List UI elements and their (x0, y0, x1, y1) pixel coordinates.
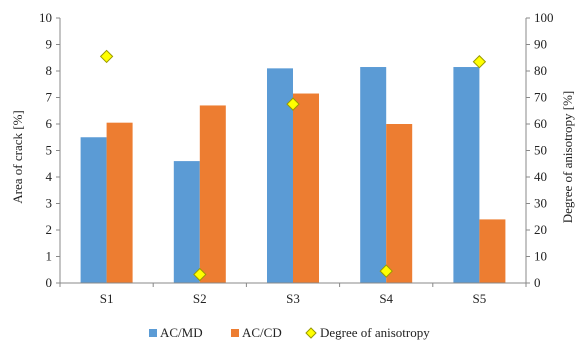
right-tick-label: 20 (534, 222, 547, 237)
left-tick-label: 9 (46, 37, 53, 52)
legend-swatch-ac-cd (231, 329, 239, 337)
right-tick-label: 10 (534, 249, 547, 264)
bar-ac-md (453, 67, 480, 284)
bar-ac-cd (479, 219, 506, 283)
bar-series (80, 67, 506, 284)
bar-ac-cd (293, 93, 319, 284)
marker-series (99, 49, 487, 282)
legend-label-ac-cd: AC/CD (242, 325, 282, 340)
marker-degree-of-anisotropy (99, 49, 114, 64)
category-labels: S1 S2 S3 S4 S5 (59, 283, 527, 306)
left-tick-label: 3 (46, 196, 53, 211)
legend-label-ac-md: AC/MD (160, 325, 203, 340)
bar-ac-cd (106, 122, 133, 283)
y2-axis-title: Degree of anisotropy [%] (560, 91, 575, 223)
marker-degree-of-anisotropy (286, 97, 300, 111)
bar-ac-md (80, 137, 107, 283)
legend-swatch-ac-md (149, 329, 157, 337)
left-tick-label: 2 (46, 222, 53, 237)
marker-degree-of-anisotropy (472, 55, 487, 69)
right-tick-label: 60 (534, 116, 547, 131)
category-label: S2 (193, 291, 207, 306)
right-tick-label: 30 (534, 196, 547, 211)
left-tick-label: 4 (46, 169, 53, 184)
left-tick-label: 1 (46, 249, 53, 264)
marker-degree-of-anisotropy (379, 264, 393, 278)
marker-degree-of-anisotropy (193, 267, 207, 282)
legend-swatch-degree-of-anisotropy (305, 327, 317, 339)
right-axis-ticks: 0 10 20 30 40 50 60 70 80 90 100 (526, 10, 554, 290)
left-axis-ticks: 0 1 2 3 4 5 6 7 8 9 10 (39, 10, 60, 290)
left-tick-label: 6 (46, 116, 53, 131)
bar-ac-md (360, 67, 387, 284)
legend-label-degree-of-anisotropy: Degree of anisotropy (320, 325, 430, 340)
right-tick-label: 80 (534, 63, 547, 78)
category-label: S3 (286, 291, 300, 306)
bar-ac-cd (386, 124, 413, 283)
category-label: S5 (473, 291, 487, 306)
category-label: S1 (100, 291, 114, 306)
category-label: S4 (379, 291, 393, 306)
bar-ac-md (267, 68, 293, 283)
y-axis-title: Area of crack [%] (10, 110, 25, 203)
legend: AC/MD AC/CD Degree of anisotropy (149, 325, 430, 340)
right-tick-label: 70 (534, 90, 547, 105)
left-tick-label: 7 (46, 90, 53, 105)
right-tick-label: 40 (534, 169, 547, 184)
right-tick-label: 90 (534, 37, 547, 52)
bar-ac-cd (199, 105, 226, 283)
bar-ac-md (173, 161, 200, 283)
left-tick-label: 10 (39, 10, 52, 25)
left-tick-label: 0 (46, 275, 53, 290)
right-tick-label: 0 (534, 275, 541, 290)
left-tick-label: 8 (46, 63, 53, 78)
left-tick-label: 5 (46, 143, 53, 158)
right-tick-label: 100 (534, 10, 554, 25)
right-tick-label: 50 (534, 143, 547, 158)
